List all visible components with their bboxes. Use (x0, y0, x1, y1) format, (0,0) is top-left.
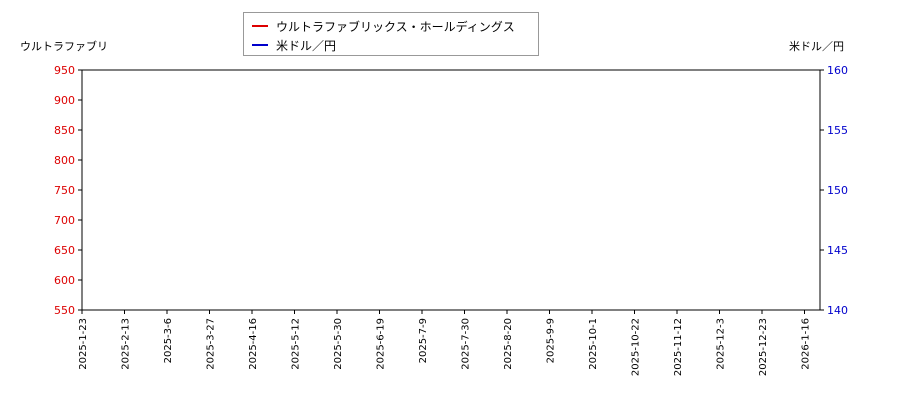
plot-frame (81, 69, 821, 311)
legend: ウルトラファブリックス・ホールディングス 米ドル／円 (243, 12, 539, 56)
axes: 550 600 650 700 750 800 850 900 950 140 145 150 155 1… (54, 64, 848, 376)
left-tick-label: 650 (54, 244, 75, 257)
x-tick-label: 2025-12-23 (758, 318, 769, 376)
legend-swatch-usdjpy (252, 44, 268, 46)
x-tick-label: 2025-2-13 (121, 318, 132, 370)
x-tick-label: 2025-12-3 (716, 318, 727, 370)
x-tick-label: 2025-10-1 (588, 318, 599, 370)
left-tick-label: 550 (54, 304, 75, 317)
x-tick-label: 2025-7-30 (461, 318, 472, 370)
left-axis-title: ウルトラファブリ (20, 40, 108, 53)
left-tick-label: 850 (54, 124, 75, 137)
x-tick-label: 2025-6-19 (376, 318, 387, 370)
legend-item-stock: ウルトラファブリックス・ホールディングス (252, 17, 515, 35)
left-tick-label: 600 (54, 274, 75, 287)
x-tick-label: 2025-3-27 (206, 318, 217, 370)
x-tick-label: 2025-10-22 (631, 318, 642, 376)
right-axis-title: 米ドル／円 (789, 40, 844, 53)
left-tick-label: 900 (54, 94, 75, 107)
legend-label-usdjpy: 米ドル／円 (276, 38, 337, 53)
left-tick-label: 950 (54, 64, 75, 77)
x-tick-label: 2025-5-30 (333, 318, 344, 370)
x-tick-label: 2025-7-9 (418, 318, 429, 363)
x-tick-label: 2025-9-9 (546, 318, 557, 363)
right-tick-label: 155 (827, 124, 848, 137)
x-tick-label: 2025-1-23 (78, 318, 89, 370)
right-tick-label: 140 (827, 304, 848, 317)
left-tick-label: 700 (54, 214, 75, 227)
left-tick-label: 750 (54, 184, 75, 197)
right-tick-label: 160 (827, 64, 848, 77)
legend-item-usdjpy: 米ドル／円 (252, 36, 336, 54)
x-tick-label: 2025-5-12 (291, 318, 302, 370)
right-tick-label: 150 (827, 184, 848, 197)
x-tick-label: 2025-11-12 (673, 318, 684, 376)
x-tick-label: 2025-4-16 (248, 318, 259, 370)
legend-swatch-stock (252, 25, 268, 27)
x-tick-label: 2025-3-6 (163, 318, 174, 363)
left-tick-label: 800 (54, 154, 75, 167)
x-tick-label: 2026-1-16 (801, 318, 812, 370)
legend-label-stock: ウルトラファブリックス・ホールディングス (276, 19, 515, 34)
right-tick-label: 145 (827, 244, 848, 257)
x-tick-label: 2025-8-20 (503, 318, 514, 370)
